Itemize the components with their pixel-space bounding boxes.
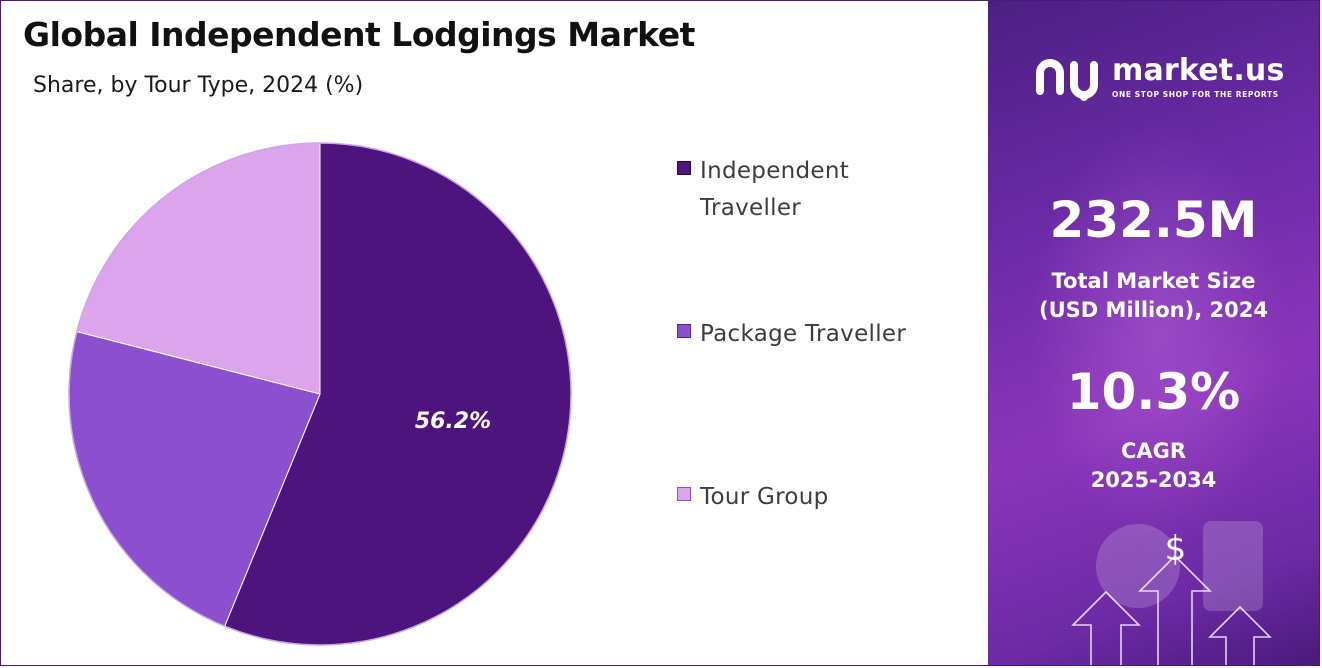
logo-tagline: ONE STOP SHOP FOR THE REPORTS bbox=[1112, 90, 1279, 99]
cagr-label-line2: 2025-2034 bbox=[1090, 468, 1217, 492]
legend-swatch-tour-group bbox=[677, 487, 691, 501]
legend-item-independent-traveller: Independent Traveller bbox=[677, 153, 849, 227]
legend-swatch-independent-traveller bbox=[677, 161, 691, 175]
legend-label-tour-group: Tour Group bbox=[700, 484, 829, 510]
cagr-label-line1: CAGR bbox=[1120, 439, 1187, 463]
legend-label-package-traveller: Package Traveller bbox=[700, 321, 907, 347]
logo-name: market.us bbox=[1112, 53, 1285, 88]
arrow-up-icon bbox=[1138, 554, 1212, 665]
market-size-value: 232.5M bbox=[1049, 191, 1258, 249]
arrow-up-icon bbox=[1071, 590, 1141, 665]
cagr-value: 10.3% bbox=[1066, 363, 1241, 421]
market-size-label-line1: Total Market Size bbox=[1051, 269, 1256, 293]
chart-area: Global Independent Lodgings Market Share… bbox=[1, 1, 987, 665]
market-size-label: Total Market Size (USD Million), 2024 bbox=[988, 267, 1319, 325]
legend-swatch-package-traveller bbox=[677, 324, 691, 338]
pie-chart: 56.2% bbox=[68, 142, 572, 646]
legend-label-line2: Traveller bbox=[700, 195, 802, 221]
stats-sidebar: $ market.us ONE STOP SHOP FOR THE REPORT… bbox=[988, 1, 1319, 665]
data-label-independent-traveller: 56.2% bbox=[415, 409, 491, 434]
market-us-logo: market.us ONE STOP SHOP FOR THE REPORTS bbox=[1032, 53, 1302, 103]
market-size-label-line2: (USD Million), 2024 bbox=[1039, 298, 1268, 322]
market-us-logo-icon bbox=[1036, 59, 1098, 101]
legend-item-package-traveller: Package Traveller bbox=[677, 316, 906, 353]
sidebar-glow bbox=[1028, 121, 1288, 541]
cagr-label: CAGR 2025-2034 bbox=[988, 437, 1319, 495]
sidebar-decoration bbox=[1071, 521, 1272, 665]
legend-label-line1: Independent bbox=[700, 158, 850, 184]
legend-item-tour-group: Tour Group bbox=[677, 479, 829, 516]
chart-subtitle: Share, by Tour Type, 2024 (%) bbox=[33, 73, 364, 98]
arrow-up-icon bbox=[1208, 605, 1272, 665]
dollar-icon: $ bbox=[1164, 529, 1187, 569]
legend-label-independent-traveller: Independent Traveller bbox=[700, 153, 849, 227]
coin-shape bbox=[1096, 524, 1180, 608]
chart-title: Global Independent Lodgings Market bbox=[23, 15, 695, 54]
pie-outline bbox=[68, 142, 572, 646]
cup-shape bbox=[1203, 521, 1263, 611]
